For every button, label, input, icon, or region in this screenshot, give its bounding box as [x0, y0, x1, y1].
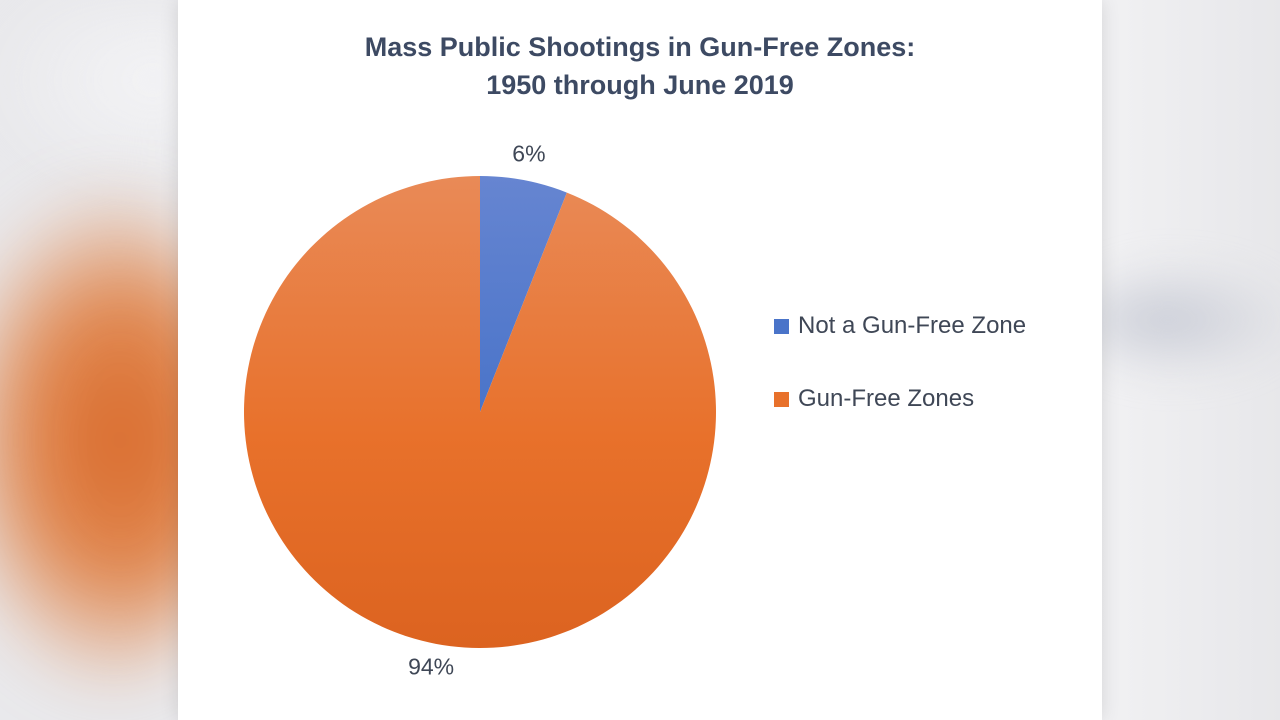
backdrop-blur-right-accent	[1080, 260, 1280, 380]
pie-chart: 6% 94%	[243, 141, 716, 680]
pie-slice-not-a-gun-free-zone	[480, 176, 567, 412]
legend-item-gun-free-zones: Gun-Free Zones	[774, 381, 1026, 417]
chart-title-line-2: 1950 through June 2019	[486, 70, 794, 100]
backdrop-blur-left-top	[0, 0, 200, 200]
legend-swatch-not-gun-free-zone	[774, 318, 789, 334]
legend-label-not-gun-free-zone: Not a Gun-Free Zone	[798, 312, 1027, 339]
pie-slices	[243, 176, 716, 649]
legend-item-not-gun-free-zone: Not a Gun-Free Zone	[774, 308, 1026, 344]
legend-swatch-gun-free-zones	[774, 391, 789, 407]
pie-data-labels: 6% 94%	[408, 141, 545, 680]
chart-legend: Not a Gun-Free Zone Gun-Free Zones	[774, 308, 1026, 454]
chart-panel: Mass Public Shootings in Gun-Free Zones:…	[178, 0, 1102, 720]
legend-label-gun-free-zones: Gun-Free Zones	[798, 385, 975, 412]
pie-slice-gun-free-zones	[243, 176, 716, 649]
pie-data-label-gun-free-zones: 94%	[408, 653, 454, 679]
chart-title-line-1: Mass Public Shootings in Gun-Free Zones:	[364, 32, 916, 62]
pie-data-label-not-a-gun-free-zone: 6%	[512, 141, 545, 167]
chart-title: Mass Public Shootings in Gun-Free Zones:…	[178, 28, 1102, 104]
